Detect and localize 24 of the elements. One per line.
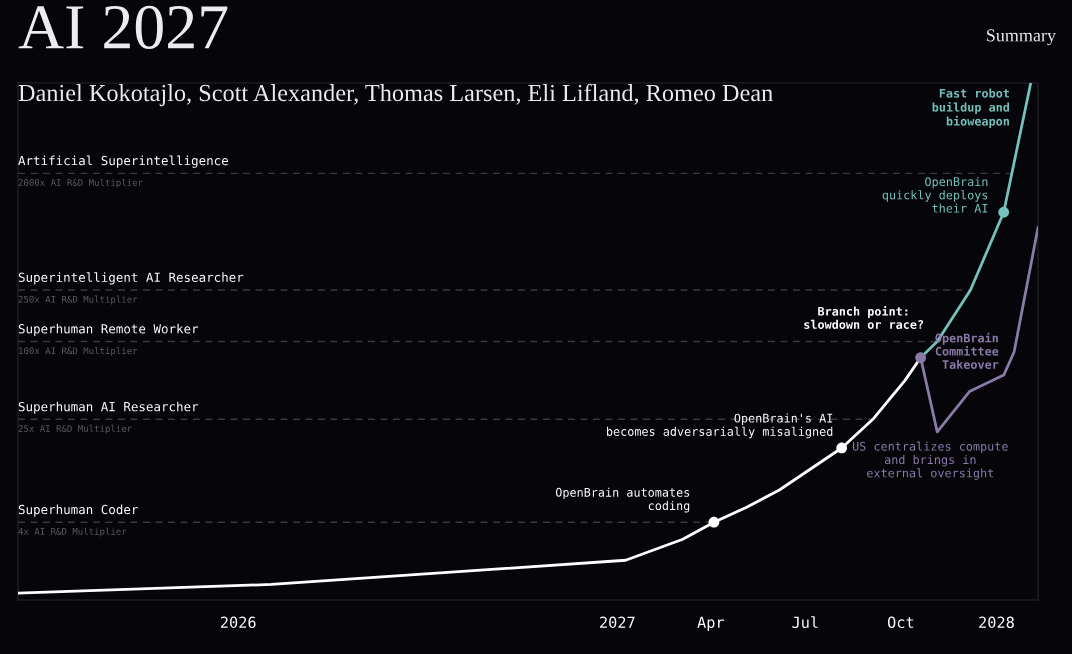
annotation: OpenBrain automates coding xyxy=(555,487,690,513)
point xyxy=(915,352,927,364)
annotation: US centralizes compute and brings in external oversight xyxy=(852,441,1008,480)
annotation: OpenBrain quickly deploys their AI xyxy=(882,176,988,213)
point xyxy=(998,206,1010,218)
annotation: OpenBrain's AI becomes adversarially misaligned xyxy=(607,413,833,439)
x-tick-label: Jul xyxy=(792,616,818,629)
ref-line-label: Superhuman Coder 4x AI R&D Multiplier xyxy=(18,504,138,537)
annotation: Branch point: slowdown or race? xyxy=(804,305,924,329)
point xyxy=(708,516,720,528)
x-tick-label: 2028 xyxy=(979,616,1014,629)
text: Summary xyxy=(987,29,1056,46)
ref-line-label: Superhuman Remote Worker 100x AI R&D Multiplier xyxy=(18,323,199,356)
ref-line-label: Artificial Superintelligence 2000x AI R&D Multiplier xyxy=(18,155,228,188)
point xyxy=(836,442,848,454)
x-tick-label: Oct xyxy=(887,616,914,629)
ref-line-label: Superintelligent AI Researcher 250x AI R&D Multiplier xyxy=(18,272,244,305)
x-tick-label: Apr xyxy=(697,616,725,632)
chart-subtitle: Daniel Kokotajlo, Scott Alexander, Thomas Larsen, Eli Lifland, Romeo Dean xyxy=(18,83,773,107)
ref-line-label: Superhuman AI Researcher 25x AI R&D Multiplier xyxy=(18,401,199,434)
annotation: Fast robot buildup and bioweapon xyxy=(932,88,1010,128)
chart-title: AI 2027 xyxy=(18,5,228,49)
x-tick-label: 2027 xyxy=(600,616,635,629)
x-tick-label: 2026 xyxy=(220,616,256,629)
